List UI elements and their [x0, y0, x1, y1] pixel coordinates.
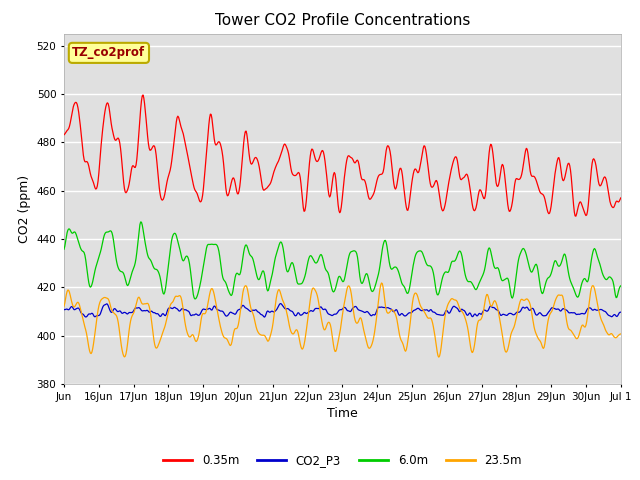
Y-axis label: CO2 (ppm): CO2 (ppm)	[18, 175, 31, 243]
Text: TZ_co2prof: TZ_co2prof	[72, 47, 145, 60]
Legend: 0.35m, CO2_P3, 6.0m, 23.5m: 0.35m, CO2_P3, 6.0m, 23.5m	[158, 449, 527, 472]
X-axis label: Time: Time	[327, 407, 358, 420]
Title: Tower CO2 Profile Concentrations: Tower CO2 Profile Concentrations	[214, 13, 470, 28]
